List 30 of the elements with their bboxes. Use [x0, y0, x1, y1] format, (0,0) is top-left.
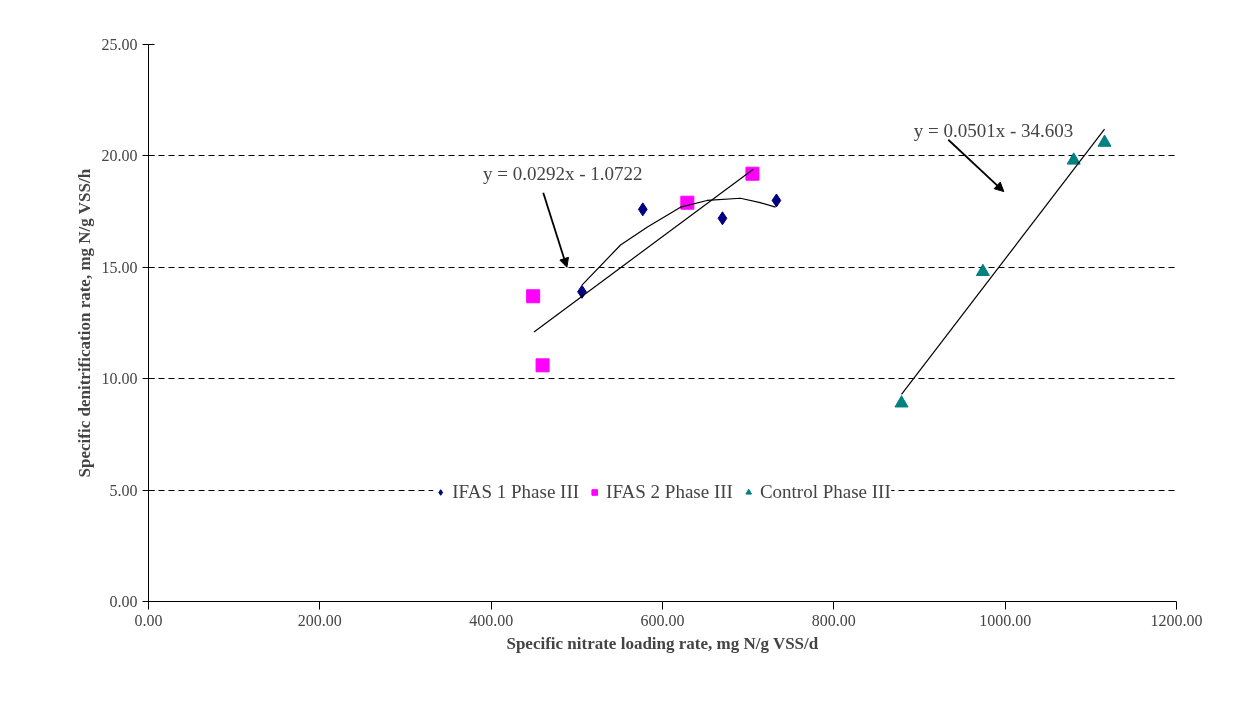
- point: [535, 358, 550, 373]
- legend-label: Control Phase III: [759, 481, 891, 503]
- y-tick-label: 20.00: [101, 147, 138, 165]
- x-tick-label: 800.00: [811, 611, 856, 629]
- point: [637, 202, 648, 217]
- annotation: y = 0.0501x - 34.603: [913, 119, 1074, 141]
- x-tick-label: 1200.00: [1150, 611, 1203, 629]
- y-tick-label: 10.00: [101, 370, 138, 388]
- point: [771, 193, 782, 208]
- x-tick-label: 200.00: [297, 611, 342, 629]
- legend-label: IFAS 2 Phase III: [606, 481, 733, 503]
- point: [526, 289, 541, 304]
- y-tick-label: 5.00: [109, 481, 138, 499]
- point: [717, 211, 728, 226]
- point: [894, 395, 909, 408]
- point: [745, 166, 760, 181]
- x-tick-label: 0.00: [134, 611, 163, 629]
- y-tick-label: 15.00: [101, 258, 138, 276]
- y-tick-label: 25.00: [101, 36, 138, 53]
- legend-label: IFAS 1 Phase III: [452, 481, 580, 503]
- point: [1097, 134, 1112, 147]
- y-tick-label: 0.00: [109, 593, 138, 610]
- point: [1066, 152, 1081, 165]
- annotation: y = 0.0292x - 1.0722: [483, 163, 643, 185]
- x-tick-label: 400.00: [469, 611, 514, 629]
- x-tick-label: 600.00: [640, 611, 685, 629]
- x-axis-title: Specific nitrate loading rate, mg N/g VSS/d: [506, 633, 819, 653]
- y-axis-title: Specific denitrification rate, mg N/g VSS/h: [74, 168, 94, 478]
- x-tick-label: 1000.00: [979, 611, 1032, 629]
- point: [975, 263, 990, 277]
